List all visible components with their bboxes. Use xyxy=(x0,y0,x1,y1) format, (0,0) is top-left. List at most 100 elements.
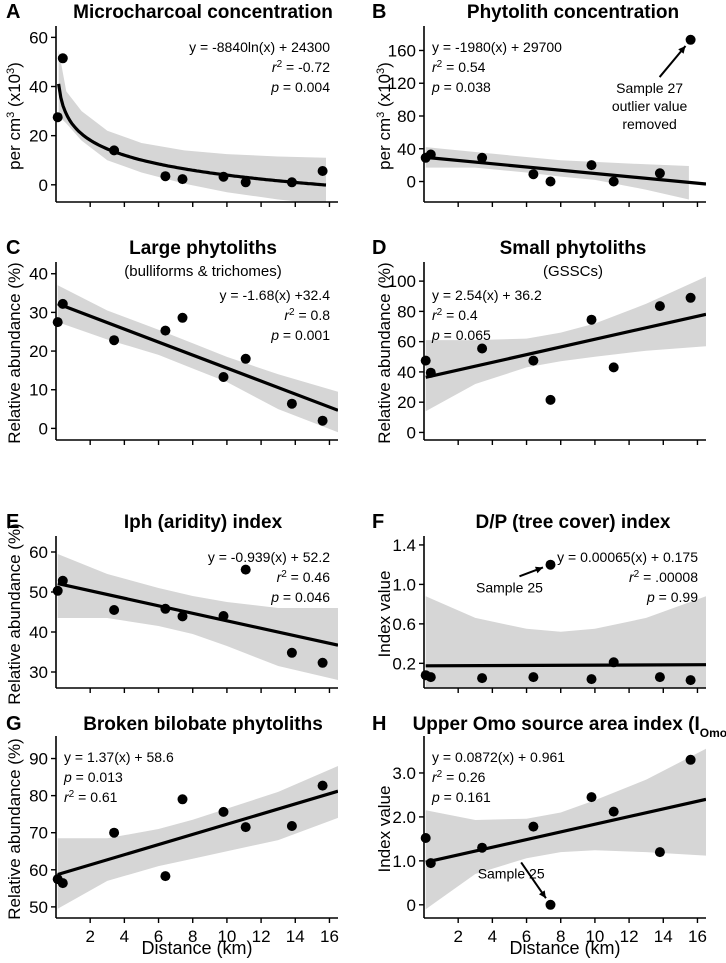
panel-b-data-point xyxy=(528,169,539,180)
panel-b-equation-line: p = 0.038 xyxy=(431,79,491,95)
panel-g-x-tick-label: 16 xyxy=(320,927,339,946)
panel-d-data-point xyxy=(420,355,431,366)
panel-d-y-tick-label: 20 xyxy=(397,393,416,412)
panel-h-data-point xyxy=(685,754,696,765)
panel-e-y-tick-label: 40 xyxy=(29,623,48,642)
panel-h-data-point xyxy=(477,842,488,853)
panel-d-data-point xyxy=(608,362,619,373)
panel-f-data-point xyxy=(586,674,597,685)
panel-h-annotation-text: Sample 25 xyxy=(478,865,545,881)
panel-b-y-tick-label: 120 xyxy=(388,74,416,93)
panel-a-confidence-band xyxy=(58,49,326,202)
panel-g-data-point xyxy=(109,827,120,838)
panel-e-data-point xyxy=(160,603,171,614)
panel-a-y-tick-label: 60 xyxy=(29,28,48,47)
panel-h-x-tick-label: 4 xyxy=(488,927,497,946)
panel-b-y-label: per cm3 (x103) xyxy=(375,62,394,170)
panel-d-data-point xyxy=(685,292,696,303)
panel-h-x-tick-label: 2 xyxy=(453,927,462,946)
panel-g-data-point xyxy=(240,822,251,833)
panel-c-letter: C xyxy=(6,237,20,259)
panel-b-data-point xyxy=(685,34,696,45)
panel-e-equation-line: y = -0.939(x) + 52.2 xyxy=(208,549,330,565)
panel-b-equation-line: r2 = 0.54 xyxy=(432,59,486,76)
panel-a-data-point xyxy=(177,174,188,185)
panel-g-x-tick-label: 4 xyxy=(120,927,129,946)
panel-e-equation-line: p = 0.046 xyxy=(270,589,330,605)
panel-e-data-point xyxy=(240,564,251,575)
panel-e-data-point xyxy=(57,575,68,586)
panel-h-x-tick-label: 10 xyxy=(585,927,604,946)
panel-h-y-tick-label: 1.0 xyxy=(392,852,416,871)
panel-b-confidence-band xyxy=(425,147,689,200)
panel-f-data-point xyxy=(654,672,665,683)
panel-c-data-point xyxy=(177,312,188,323)
panel-a-data-point xyxy=(109,145,120,156)
panel-a-equation-line: r2 = -0.72 xyxy=(272,59,330,76)
panel-c-subtitle: (bulliforms & trichomes) xyxy=(124,263,282,280)
panel-h-data-point xyxy=(425,858,436,869)
panel-b-y-tick-label: 80 xyxy=(397,107,416,126)
panel-e-y-tick-label: 30 xyxy=(29,663,48,682)
panel-a-y-label: per cm3 (x103) xyxy=(5,62,24,170)
panel-e-equation-line: r2 = 0.46 xyxy=(277,569,331,586)
panel-a-data-point xyxy=(317,166,328,176)
panel-h-data-point xyxy=(586,792,597,803)
panel-c-y-tick-label: 0 xyxy=(39,419,48,438)
panel-b-y-tick-label: 160 xyxy=(388,41,416,60)
panel-d-data-point xyxy=(528,355,539,366)
panel-d-y-tick-label: 40 xyxy=(397,363,416,382)
panel-b-letter: B xyxy=(372,1,386,23)
panel-b-title: Phytolith concentration xyxy=(467,2,679,23)
panel-d-subtitle: (GSSCs) xyxy=(543,263,603,280)
panel-c-data-point xyxy=(240,353,251,364)
panel-b-data-point xyxy=(586,160,597,171)
panel-d-y-tick-label: 0 xyxy=(407,423,416,442)
panel-f-y-tick-label: 0.2 xyxy=(392,654,416,673)
panel-b-y-tick-label: 40 xyxy=(397,140,416,159)
panel-f-title: D/P (tree cover) index xyxy=(475,512,670,533)
panel-c: 0 10 20 30 40 C Large phytoliths (bulliforms & … xyxy=(5,237,338,445)
panel-f-data-point xyxy=(425,672,436,683)
panel-h-data-point xyxy=(528,821,539,832)
panel-d-data-point xyxy=(425,367,436,378)
panel-h-title: Upper Omo source area index (IOmo) xyxy=(413,714,726,740)
panel-f-data-point xyxy=(608,657,619,668)
panel-f-y-tick-label: 1.0 xyxy=(392,575,416,594)
panel-f-annotation-text: Sample 25 xyxy=(476,579,543,595)
panel-c-equation-line: r2 = 0.8 xyxy=(284,307,330,324)
panel-h-confidence-band xyxy=(425,748,706,910)
panel-g-x-tick-label: 6 xyxy=(154,927,163,946)
panel-c-y-tick-label: 20 xyxy=(29,342,48,361)
panel-g-equation-line: y = 1.37(x) + 58.6 xyxy=(64,749,174,765)
panel-f-equation-line: p = 0.99 xyxy=(646,589,698,605)
panel-f-data-point xyxy=(477,673,488,684)
panel-g: 50 60 70 80 90 2 4 6 8 10 12 14 16 G Broken bilobate p… xyxy=(5,713,339,958)
panel-h-x-tick-label: 14 xyxy=(654,927,673,946)
panel-g-x-tick-label: 14 xyxy=(286,927,305,946)
panel-a-y-tick-label: 0 xyxy=(39,176,48,195)
panel-c-confidence-band xyxy=(57,285,338,433)
panel-h-annotation-arrowhead xyxy=(538,890,546,899)
panel-b-regression-line xyxy=(425,155,706,186)
panel-g-equation-line: r2 = 0.61 xyxy=(64,789,118,806)
panel-a-data-point xyxy=(240,177,251,188)
panel-h-equation-line: y = 0.0872(x) + 0.961 xyxy=(432,749,565,765)
panel-c-regression-line xyxy=(57,302,338,412)
panel-c-data-point xyxy=(109,335,120,346)
panel-h-x-tick-label: 16 xyxy=(688,927,707,946)
panel-e: 30 40 50 60 E Iph (aridity) index Relative abu… xyxy=(5,511,338,705)
panel-f-y-label: Index value xyxy=(375,571,394,658)
panel-g-letter: G xyxy=(6,713,22,735)
panel-d-data-point xyxy=(586,314,597,325)
panel-f-data-point xyxy=(528,672,539,683)
panel-g-y-tick-label: 50 xyxy=(29,898,48,917)
panel-b-data-point xyxy=(545,176,556,187)
panel-a-data-point xyxy=(286,177,297,188)
panel-b-annotation-text: outlier value xyxy=(612,98,688,114)
panel-e-y-tick-label: 50 xyxy=(29,583,48,602)
panel-h-x-tick-label: 6 xyxy=(522,927,531,946)
panel-c-data-point xyxy=(160,325,171,336)
panel-b-annotation-text: Sample 27 xyxy=(616,80,683,96)
